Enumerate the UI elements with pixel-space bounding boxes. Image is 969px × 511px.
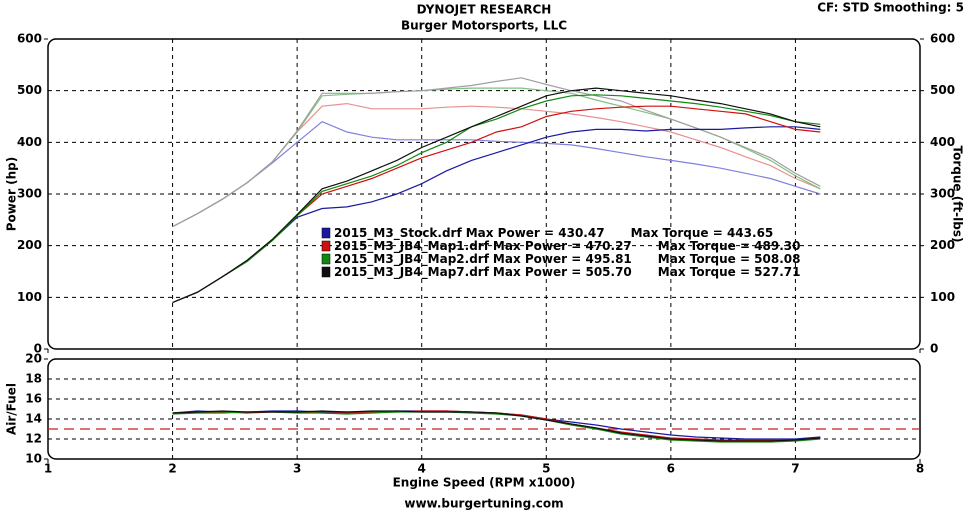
x-tick-label: 7: [791, 462, 799, 476]
y2-tick-label: 500: [930, 83, 955, 97]
legend-entry: 2015_M3_JB4_Map1.drf Max Power = 470.27 Ma…: [334, 239, 800, 254]
legend-max-power: Max Power = 470.27: [493, 239, 632, 253]
footer: www.burgertuning.com: [404, 497, 563, 511]
y-tick-label: 200: [17, 238, 42, 252]
series-line: [172, 87, 821, 304]
legend-max-power: Max Power = 495.81: [493, 252, 632, 266]
series-line: [172, 94, 821, 304]
y-tick-label: 100: [17, 290, 42, 304]
x-tick-label: 6: [667, 462, 675, 476]
y-tick-label: 12: [25, 432, 42, 446]
y-tick-label: 18: [25, 372, 42, 386]
y-tick-label: 600: [17, 32, 42, 46]
y-tick-label: 0: [34, 342, 42, 356]
y-tick-label: 20: [25, 352, 42, 366]
series-line: [172, 410, 821, 442]
y2-tick-label: 600: [930, 32, 955, 46]
chart-subtitle: Burger Motorsports, LLC: [401, 19, 567, 33]
y2-axis-label: Torque (ft-lbs): [951, 146, 965, 243]
legend-max-torque: Max Torque = 527.71: [658, 265, 801, 279]
x-tick-label: 1: [44, 462, 52, 476]
torque-line: [172, 121, 821, 228]
y2-tick-label: 200: [930, 238, 955, 252]
legend-swatch: [321, 253, 331, 265]
legend-entry: 2015_M3_JB4_Map2.drf Max Power = 495.81 Ma…: [334, 252, 800, 267]
afr-plot-frame: [47, 358, 921, 460]
legend-name: 2015_M3_Stock.drf: [334, 226, 462, 241]
chart-title: DYNOJET RESEARCH: [417, 3, 552, 17]
legend-swatch: [321, 227, 331, 239]
y-tick-label: 14: [25, 412, 42, 426]
legend-max-torque: Max Torque = 508.08: [658, 252, 801, 266]
x-tick-label: 3: [293, 462, 301, 476]
legend-max-power: Max Power = 505.70: [493, 265, 632, 279]
y2-tick-label: 100: [930, 290, 955, 304]
legend-max-power: Max Power = 430.47: [466, 226, 605, 240]
legend: 2015_M3_Stock.drf Max Power = 430.47 Max T…: [321, 226, 800, 280]
x-tick-label: 5: [542, 462, 550, 476]
x-tick-label: 8: [916, 462, 924, 476]
legend-swatch: [321, 266, 331, 278]
legend-entry: 2015_M3_JB4_Map7.drf Max Power = 505.70 Ma…: [334, 265, 800, 280]
legend-name: 2015_M3_JB4_Map2.drf: [334, 252, 490, 267]
y-tick-label: 500: [17, 83, 42, 97]
legend-entry: 2015_M3_Stock.drf Max Power = 430.47 Max T…: [334, 226, 773, 241]
y-axis-label: Power (hp): [5, 157, 19, 231]
y2-tick-label: 400: [930, 135, 955, 149]
legend-name: 2015_M3_JB4_Map1.drf: [334, 239, 490, 254]
settings: CF: STD Smoothing: 5: [817, 1, 964, 15]
y-tick-label: 300: [17, 187, 42, 201]
x-tick-label: 4: [418, 462, 426, 476]
y2-tick-label: 0: [930, 342, 938, 356]
y2-tick-label: 300: [930, 187, 955, 201]
y-tick-label: 10: [25, 452, 42, 466]
y-tick-label: 16: [25, 392, 42, 406]
x-tick-label: 2: [168, 462, 176, 476]
afr-axis-label: Air/Fuel: [5, 383, 19, 435]
legend-name: 2015_M3_JB4_Map7.drf: [334, 265, 490, 280]
legend-swatch: [321, 240, 331, 252]
y-tick-label: 400: [17, 135, 42, 149]
legend-max-torque: Max Torque = 489.30: [658, 239, 801, 253]
x-axis-label: Engine Speed (RPM x1000): [393, 476, 576, 490]
legend-max-torque: Max Torque = 443.65: [631, 226, 774, 240]
torque-line: [172, 77, 821, 228]
